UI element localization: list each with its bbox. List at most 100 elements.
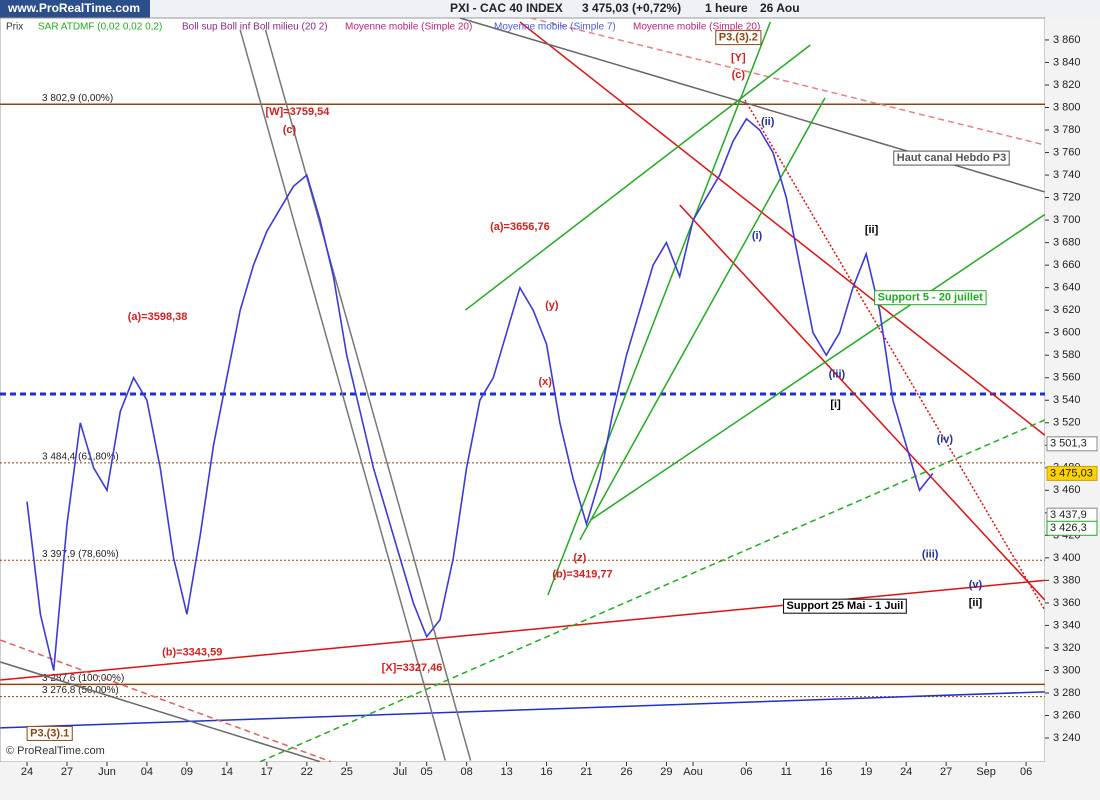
- annotation-box: [783, 598, 907, 614]
- trend-line: [264, 29, 472, 761]
- annotation-box: [715, 30, 762, 46]
- price-tag-label: 3 437,9: [1050, 509, 1087, 521]
- annotation: [i]: [830, 399, 841, 411]
- x-tick-label: 22: [301, 766, 313, 778]
- y-tick-label: 3 800: [1053, 101, 1081, 113]
- y-tick-label: 3 620: [1053, 304, 1081, 316]
- x-tick-label: 27: [61, 766, 73, 778]
- legend-entry: Moyenne mobile (Simple 20): [633, 22, 760, 33]
- price-line: [26, 117, 934, 671]
- y-tick-label: 3 380: [1053, 574, 1081, 586]
- price-tag-label: 3 501,3: [1050, 438, 1087, 450]
- annotation: (b)=3343,59: [162, 646, 222, 658]
- y-tick-label: 3 560: [1053, 372, 1081, 384]
- annotation: (ii): [761, 116, 775, 128]
- y-tick-label: 3 360: [1053, 597, 1081, 609]
- annotation: (iii): [922, 548, 939, 560]
- y-tick-label: 3 640: [1053, 282, 1081, 294]
- x-tick-label: 27: [940, 766, 952, 778]
- x-tick-label: 09: [181, 766, 193, 778]
- trend-line: [530, 18, 1045, 146]
- x-tick-label: 06: [1020, 766, 1032, 778]
- x-tick-label: 29: [660, 766, 672, 778]
- trend-line: [0, 579, 1045, 681]
- x-tick-label: 16: [820, 766, 832, 778]
- y-tick-label: 3 860: [1053, 34, 1081, 46]
- x-tick-label: 04: [141, 766, 153, 778]
- annotation: (x): [538, 376, 552, 388]
- annotation: (i): [752, 230, 763, 242]
- trend-line: [547, 21, 772, 596]
- annotation: [ii]: [969, 597, 983, 609]
- y-tick-label: 3 260: [1053, 709, 1081, 721]
- annotation: (v): [969, 579, 983, 591]
- annotation: [ii]: [865, 224, 879, 236]
- y-tick-label: 3 780: [1053, 124, 1081, 136]
- price-tag-label: 3 426,3: [1050, 522, 1087, 534]
- trend-line: [0, 661, 321, 762]
- trend-line: [590, 213, 1045, 521]
- x-tick-label: 24: [21, 766, 33, 778]
- y-tick-label: 3 720: [1053, 191, 1081, 203]
- quote: 3 475,03 (+0,72%): [582, 1, 681, 15]
- price-tag: [1046, 436, 1098, 452]
- header-bar: [0, 0, 1100, 18]
- price-tag: [1046, 520, 1098, 536]
- legend-price: Prix: [6, 22, 23, 33]
- annotation: Haut canal Hebdo P3: [897, 152, 1006, 164]
- y-tick-label: 3 600: [1053, 327, 1081, 339]
- annotation-box: [893, 150, 1010, 166]
- y-tick-label: 3 460: [1053, 484, 1081, 496]
- level-label: 3 276,8 (50,00%): [42, 685, 119, 696]
- price-tag: [1046, 465, 1098, 481]
- annotation: [W]=3759,54: [265, 106, 330, 118]
- trend-line: [679, 204, 1045, 601]
- trend-line: [744, 99, 1045, 611]
- annotation: P3.(3).2: [719, 32, 758, 44]
- y-tick-label: 3 240: [1053, 732, 1081, 744]
- annotation: Support 5 - 20 juillet: [878, 292, 983, 304]
- legend-entry: Moyenne mobile (Simple 7): [494, 22, 616, 33]
- price-tag-label: 3 475,03: [1050, 467, 1093, 479]
- y-tick-label: 3 700: [1053, 214, 1081, 226]
- plot-layer: 3 802,9 (0,00%) 3 484,4 (61,80%) 3 397,9 (…: [0, 18, 1045, 762]
- annotation: P3.(3).1: [30, 727, 69, 739]
- y-tick-label: 3 320: [1053, 642, 1081, 654]
- annotation-box: [26, 725, 73, 741]
- annotation-box: [874, 290, 987, 306]
- y-tick-label: 3 760: [1053, 146, 1081, 158]
- annotation: [X]=3327,46: [382, 662, 443, 674]
- annotation: (a)=3656,76: [490, 221, 550, 233]
- x-tick-label: 06: [740, 766, 752, 778]
- plot-area: [0, 17, 1046, 763]
- y-tick-label: 3 520: [1053, 417, 1081, 429]
- x-tick-label: 25: [341, 766, 353, 778]
- x-tick-label: Jun: [98, 766, 116, 778]
- x-tick-label: 21: [580, 766, 592, 778]
- y-tick-label: 3 840: [1053, 56, 1081, 68]
- x-axis-bg: [0, 762, 1045, 800]
- annotation: [Y]: [731, 52, 746, 64]
- annotation: (b)=3419,77: [552, 569, 612, 581]
- trend-line: [0, 639, 332, 762]
- x-tick-label: 16: [540, 766, 552, 778]
- copyright: © ProRealTime.com: [6, 745, 105, 757]
- x-tick-label: Aou: [683, 766, 703, 778]
- x-tick-label: 26: [620, 766, 632, 778]
- instrument: PXI - CAC 40 INDEX: [450, 1, 563, 15]
- overlay: Prix SAR ATDMF (0,02 0,02 0,2) Boll sup Bo…: [6, 22, 1098, 778]
- y-tick-label: 3 660: [1053, 259, 1081, 271]
- x-tick-label: 24: [900, 766, 912, 778]
- trend-line: [579, 97, 826, 541]
- level-label: 3 802,9 (0,00%): [42, 93, 113, 104]
- y-tick-label: 3 340: [1053, 619, 1081, 631]
- period: 1 heure: [705, 1, 748, 15]
- y-tick-label: 3 400: [1053, 552, 1081, 564]
- x-tick-label: 17: [261, 766, 273, 778]
- logo-bg: [0, 0, 150, 18]
- annotation: (a)=3598,38: [128, 311, 188, 323]
- annotation: (c): [283, 124, 297, 136]
- annotation: (z): [573, 552, 586, 564]
